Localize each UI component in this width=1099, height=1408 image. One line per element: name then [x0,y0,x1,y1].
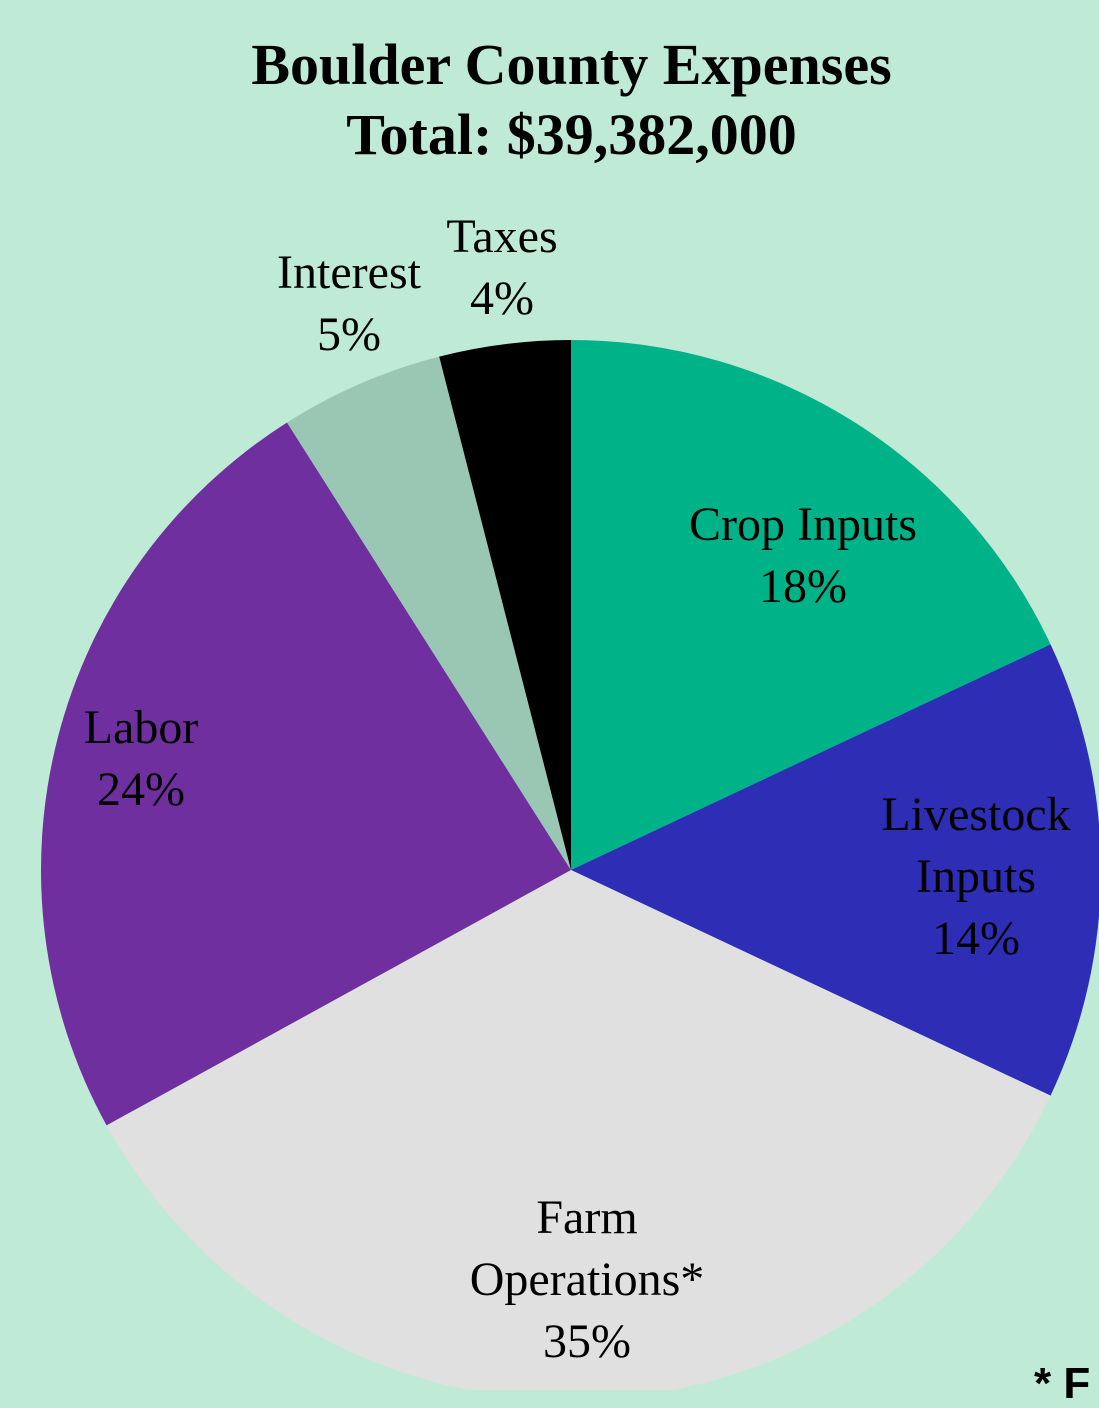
pie-slice-taxes [439,340,571,870]
slice-label-taxes: Taxes 4% [446,210,557,325]
chart-title-line-1: Boulder County Expenses [251,32,892,97]
slice-label-line: 24% [97,763,185,816]
slice-label-line: Crop Inputs [689,498,917,551]
slice-label-line: 5% [317,308,381,361]
slice-label-line: Interest [277,246,422,299]
slice-label-line: Inputs [916,850,1036,903]
slice-label-labor: Labor 24% [84,701,199,816]
slice-label-line: Labor [84,701,199,754]
slice-label-livestock-inputs: Livestock Inputs 14% [881,788,1070,965]
slice-label-farm-operations: Farm Operations* 35% [470,1191,705,1368]
chart-title: Boulder County Expenses Total: $39,382,0… [0,30,1099,170]
footnote-marker: * F [1034,1359,1091,1408]
slice-label-line: Farm [536,1191,637,1244]
slice-label-line: 35% [543,1315,631,1368]
slice-label-line: 4% [470,272,534,325]
slice-label-line: Operations* [470,1253,705,1306]
pie-slice-interest [287,356,571,871]
slice-label-line: 18% [759,560,847,613]
chart-title-line-2: Total: $39,382,000 [346,102,797,167]
slice-label-line: Taxes [446,210,557,263]
pie-slice-livestock-inputs [571,644,1099,1096]
slice-label-line: 14% [932,912,1020,965]
pie-slice-crop-inputs [571,340,1051,870]
slice-label-line: Livestock [881,788,1070,841]
slice-label-crop-inputs: Crop Inputs 18% [689,498,917,613]
pie-slice-labor [40,422,571,1126]
pie-slice-farm-operations [106,870,1051,1390]
slice-label-interest: Interest 5% [277,246,422,361]
